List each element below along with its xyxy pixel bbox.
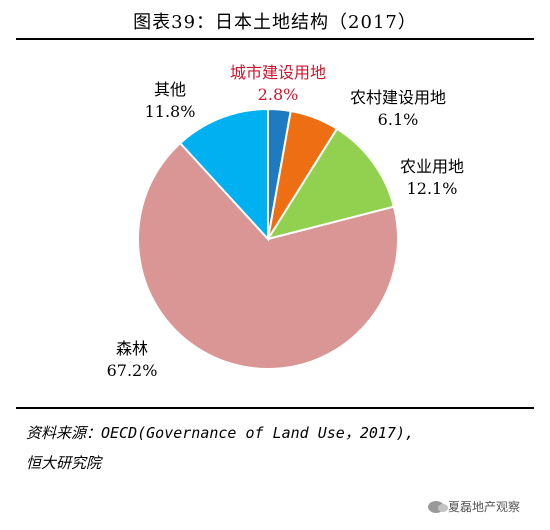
slice-value-label: 67.2%: [107, 361, 158, 380]
source-note: 资料来源：OECD(Governance of Land Use，2017), …: [26, 418, 536, 478]
pie-slice: [137, 141, 399, 370]
chart-title: 图表39：日本土地结构（2017）: [133, 12, 417, 33]
slice-label: 农村建设用地: [350, 88, 446, 107]
pie-chart: 城市建设用地 2.8% 农村建设用地 6.1% 农业用地 12.1% 森林 67.2% 其他 11…: [107, 63, 464, 380]
watermark: 夏磊地产观察: [428, 498, 520, 515]
pie-slice: [178, 107, 269, 242]
bottom-rule: [16, 407, 534, 409]
pie-slice: [265, 127, 396, 241]
wechat-icon: [428, 500, 448, 513]
source-line-2: 恒大研究院: [26, 454, 102, 472]
slice-label: 森林: [116, 339, 148, 358]
watermark-text: 夏磊地产观察: [448, 500, 521, 514]
slice-value-label: 6.1%: [378, 110, 419, 129]
source-line-1: 资料来源：OECD(Governance of Land Use，2017),: [26, 424, 415, 442]
slice-value-label: 12.1%: [407, 179, 458, 198]
slice-label: 其他: [154, 80, 186, 99]
top-rule: [16, 38, 534, 40]
slice-value-label: 2.8%: [258, 85, 299, 104]
slice-value-label: 11.8%: [145, 102, 196, 121]
slice-label: 农业用地: [400, 157, 464, 176]
slice-label: 城市建设用地: [230, 63, 326, 82]
